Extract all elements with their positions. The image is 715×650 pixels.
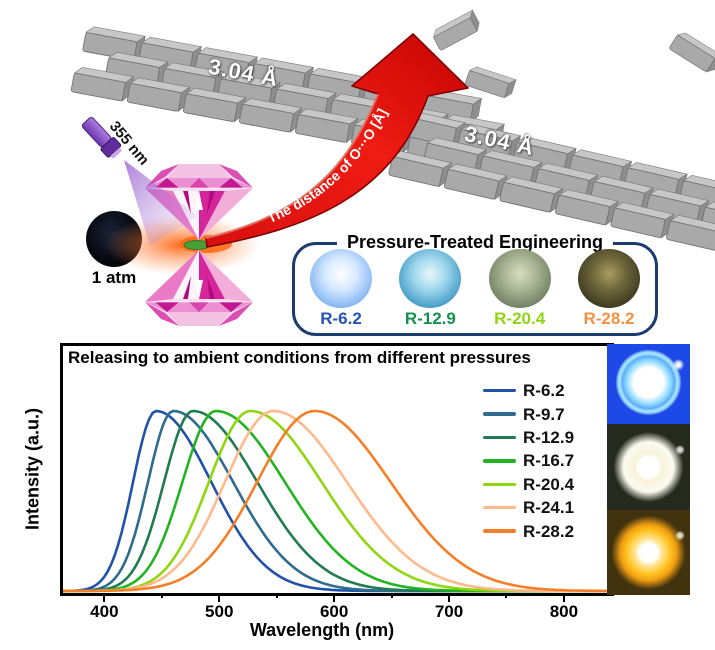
legend-swatch <box>483 482 516 486</box>
x-tick-major <box>218 593 221 602</box>
pressure-sample: R-28.2 <box>577 249 641 329</box>
x-tick-major <box>103 593 106 602</box>
sample-sphere <box>310 249 372 308</box>
x-tick-label: 700 <box>434 602 464 621</box>
laser-beam <box>124 160 198 246</box>
x-tick-major <box>333 593 336 602</box>
sample-label: R-12.9 <box>404 309 456 328</box>
x-tick-minor <box>505 593 508 598</box>
sample-label: R-6.2 <box>320 309 362 328</box>
legend-label: R-24.1 <box>523 498 575 518</box>
led-photo-column <box>607 344 690 595</box>
sample-label: R-28.2 <box>583 309 635 328</box>
diamond-anvil-top <box>145 164 253 240</box>
x-tick-label: 400 <box>90 602 119 621</box>
legend-label: R-20.4 <box>523 474 575 494</box>
x-tick-minor <box>390 593 393 598</box>
legend-item: R-9.7 <box>483 402 574 425</box>
sample-sphere <box>399 249 462 308</box>
pressure-samples-row: R-6.2 R-12.9 R-20.4 R-28.2 <box>295 245 655 333</box>
legend-item: R-20.4 <box>483 473 574 496</box>
ambient-pressure-label: 1 atm <box>91 268 137 287</box>
x-tick-major <box>562 593 565 602</box>
x-tick-minor <box>275 593 278 598</box>
arrow-highlight <box>205 93 379 239</box>
legend-swatch <box>483 529 516 533</box>
flying-bricks <box>433 9 715 99</box>
x-tick-major <box>448 593 450 602</box>
x-tick-label: 600 <box>319 602 349 621</box>
legend-label: R-28.2 <box>523 521 575 541</box>
sample-sphere <box>577 249 640 308</box>
legend-swatch <box>483 435 516 440</box>
pressure-sample: R-20.4 <box>488 249 552 329</box>
legend-item: R-12.9 <box>483 426 574 449</box>
y-axis-label: Intensity (a.u.) <box>22 407 43 531</box>
legend-label: R-6.2 <box>523 381 565 401</box>
spectrum-curve-R-28.2 <box>61 409 613 593</box>
white-led-photo <box>607 424 690 510</box>
chart-legend: R-6.2 R-9.7 R-12.9 R-16.7 R-20.4 R-24.1 R-28.2 <box>483 379 574 543</box>
legend-swatch <box>483 459 516 463</box>
x-tick-label: 500 <box>205 602 234 621</box>
x-axis-label: Wavelength (nm) <box>249 620 395 640</box>
sample-sphere <box>488 249 551 308</box>
legend-swatch <box>483 389 516 393</box>
legend-item: R-24.1 <box>483 496 574 519</box>
laser-icon <box>81 116 123 159</box>
x-tick-label: 800 <box>549 602 579 621</box>
legend-label: R-16.7 <box>523 451 575 471</box>
legend-label: R-12.9 <box>523 427 575 447</box>
legend-item: R-6.2 <box>483 379 574 402</box>
spectra-plot <box>61 409 613 593</box>
legend-label: R-9.7 <box>523 404 565 424</box>
legend-item: R-16.7 <box>483 449 574 472</box>
legend-item: R-28.2 <box>483 519 574 542</box>
x-tick-minor <box>160 593 163 598</box>
pressure-sample: R-12.9 <box>398 249 462 329</box>
blue-led-photo <box>607 344 690 424</box>
chart-title: Releasing to ambient conditions from dif… <box>68 348 531 367</box>
pressure-sample: R-6.2 <box>309 249 373 329</box>
legend-swatch <box>483 505 516 510</box>
pressure-treated-box-title: Pressure-Treated Engineering <box>336 232 614 253</box>
sample-label: R-20.4 <box>494 309 546 328</box>
yellow-led-photo <box>607 510 690 595</box>
scene-illustration: The distance of O···O [Å] <box>70 9 715 327</box>
legend-swatch <box>483 412 516 416</box>
spectrum-curve-R-24.1 <box>61 409 613 593</box>
emission-spectra-chart: Releasing to ambient conditions from dif… <box>60 343 614 596</box>
pressure-treated-box: Pressure-Treated Engineering R-6.2 R-12.9… <box>292 232 658 336</box>
